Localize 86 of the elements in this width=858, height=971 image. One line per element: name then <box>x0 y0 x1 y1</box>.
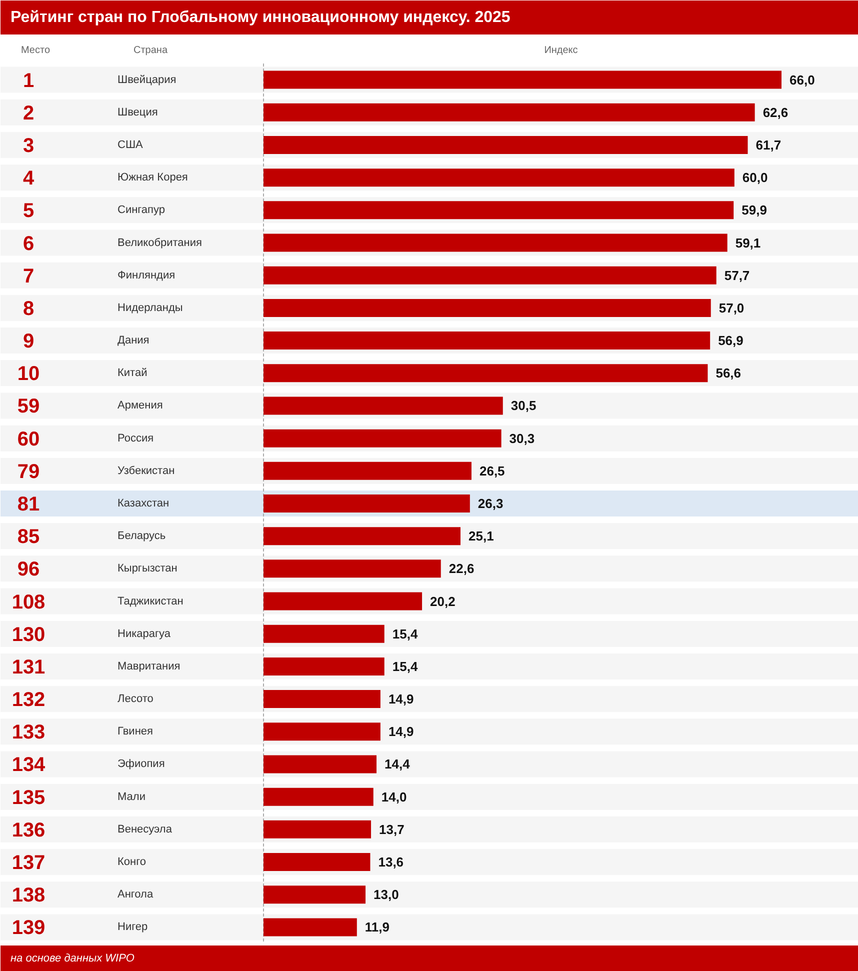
y-tick-label: Швеция <box>118 106 158 118</box>
data-label: 15,4 <box>392 658 418 674</box>
text: 136 <box>12 819 46 842</box>
y-tick-label: Венесуэла <box>118 823 173 836</box>
text: на основе данных WIPO <box>10 952 135 964</box>
data-label: 20,2 <box>430 594 456 609</box>
text: 5 <box>22 200 34 222</box>
y-tick-label: Мали <box>118 790 146 803</box>
text: 130 <box>12 624 46 646</box>
y-tick-label: США <box>118 138 144 151</box>
text: 59 <box>17 396 40 418</box>
data-label: 13,6 <box>378 854 404 870</box>
data-label: 57,0 <box>718 300 744 316</box>
data-label: 13,7 <box>379 822 404 837</box>
data-label: 60,0 <box>742 170 768 186</box>
data-label: 25,1 <box>468 528 494 544</box>
text: 132 <box>12 689 46 712</box>
text: 137 <box>12 852 46 874</box>
text: Место <box>20 45 50 56</box>
data-label: 30,3 <box>509 430 535 446</box>
text: 2 <box>22 102 34 124</box>
data-label: 59,9 <box>742 202 767 218</box>
text: 85 <box>17 526 40 548</box>
text: 96 <box>17 558 40 581</box>
data-label: 26,5 <box>479 463 505 478</box>
y-tick-label: Нидерланды <box>118 302 183 314</box>
y-tick-label: Финляндия <box>118 269 176 282</box>
data-label: 15,4 <box>392 626 418 642</box>
y-tick-label: Казахстан <box>118 498 170 510</box>
text: 1 <box>22 70 34 92</box>
y-tick-label: Сингапур <box>118 204 166 216</box>
data-label: 14,4 <box>384 756 411 772</box>
text: 4 <box>22 168 35 190</box>
data-label: 56,9 <box>718 333 744 348</box>
y-tick-label: Ангола <box>118 888 154 901</box>
y-tick-label: Никарагуа <box>118 628 172 640</box>
data-label: 66,0 <box>790 72 815 88</box>
y-tick-label: Конго <box>118 856 146 868</box>
y-tick-label: Кыргызстан <box>118 562 178 575</box>
y-tick-label: Эфиопия <box>118 758 165 770</box>
y-tick-label: Великобритания <box>118 236 202 249</box>
chart-title: Рейтинг стран по Глобальному инновационному индексу. 2025 <box>10 9 510 26</box>
y-tick-label: Мавритания <box>118 660 180 672</box>
y-tick-label: Узбекистан <box>118 464 175 477</box>
text: 8 <box>22 298 34 320</box>
x-axis-title: Индекс <box>544 45 578 56</box>
data-label: 30,5 <box>510 398 536 414</box>
y-tick-label: Дания <box>118 334 150 347</box>
text: 81 <box>17 494 40 516</box>
text: 79 <box>17 460 40 483</box>
text: 10 <box>17 363 40 386</box>
data-label: 57,7 <box>724 268 750 283</box>
y-tick-label: Нигер <box>118 921 148 934</box>
y-tick-label: Швейцария <box>118 74 176 86</box>
data-label: 13,0 <box>374 887 399 902</box>
data-label: 61,7 <box>756 137 782 152</box>
y-tick-label: Китай <box>118 367 148 380</box>
data-label: 26,3 <box>478 496 504 511</box>
data-label: 14,0 <box>381 789 407 804</box>
text: 131 <box>12 656 46 678</box>
text: 3 <box>22 134 34 157</box>
y-axis-title: Страна <box>133 45 168 56</box>
y-tick-label: Беларусь <box>118 530 166 542</box>
y-tick-label: Россия <box>118 432 154 444</box>
text: 139 <box>12 917 46 940</box>
data-label: 59,1 <box>735 235 761 250</box>
text: 133 <box>12 722 46 744</box>
data-label: 22,6 <box>448 561 474 576</box>
data-label: 14,9 <box>388 724 414 740</box>
text: 134 <box>12 754 46 776</box>
text: 135 <box>12 786 46 809</box>
y-tick-label: Гвинея <box>118 726 154 738</box>
text: 6 <box>22 232 34 255</box>
y-tick-label: Таджикистан <box>118 595 184 608</box>
y-tick-label: Южная Корея <box>118 172 188 184</box>
data-label: 56,6 <box>716 366 742 381</box>
data-label: 62,6 <box>762 104 788 120</box>
data-label: 14,9 <box>388 692 414 707</box>
text: 108 <box>12 591 46 614</box>
text: 60 <box>17 428 40 450</box>
y-tick-label: Лесото <box>118 693 154 706</box>
text: 9 <box>22 330 34 353</box>
text: 7 <box>22 265 34 288</box>
data-label: 11,9 <box>364 920 390 935</box>
text: 138 <box>12 884 46 907</box>
y-tick-label: Армения <box>118 400 163 412</box>
